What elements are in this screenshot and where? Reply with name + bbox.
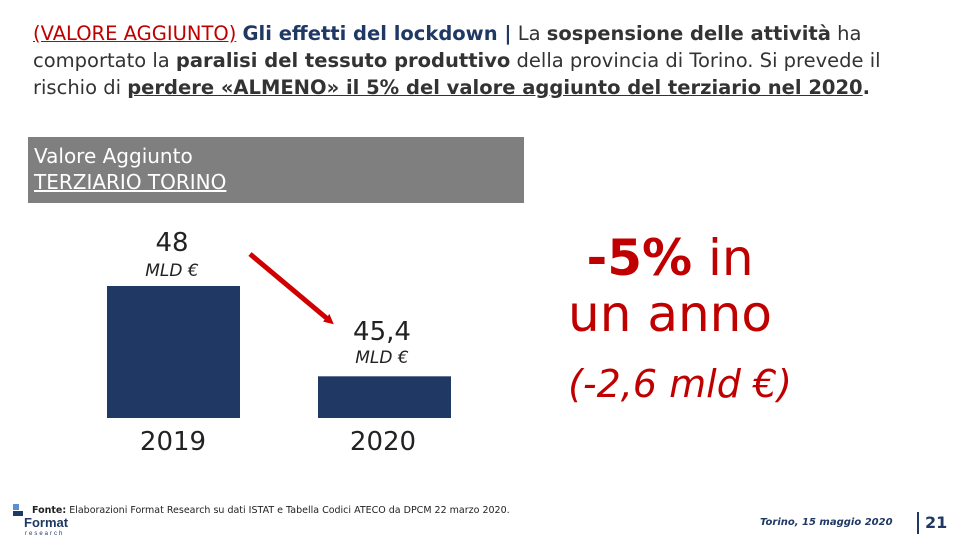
headline-tag: (VALORE AGGIUNTO)	[33, 22, 237, 45]
unit-label-2019: MLD €	[145, 261, 199, 281]
source-text: Elaborazioni Format Research su dati IST…	[66, 505, 510, 516]
headline: (VALORE AGGIUNTO) Gli effetti del lockdo…	[33, 20, 938, 101]
headline-topic: Gli effetti del lockdown |	[242, 22, 512, 45]
value-label-2020: 45,4	[353, 317, 411, 347]
headline-text-2: ha comportato la	[33, 22, 862, 72]
bar-2019	[107, 286, 240, 418]
format-research-logo: Format research	[13, 504, 69, 536]
box-line-1: Valore Aggiunto	[34, 144, 193, 168]
callout-line-2: un anno	[568, 285, 772, 343]
page-separator	[917, 512, 919, 534]
callout-subtext: (-2,6 mld €)	[568, 362, 792, 406]
callout-pct: -5%	[586, 229, 693, 287]
headline-text-1: La	[511, 22, 547, 45]
headline-bold-2: paralisi del tessuto produttivo	[175, 49, 511, 72]
headline-end: .	[862, 76, 871, 99]
value-label-2019: 48	[155, 228, 188, 258]
bar-2020	[318, 376, 451, 418]
source-note: Fonte: Elaborazioni Format Research su d…	[32, 505, 510, 516]
source-label: Fonte:	[32, 505, 67, 516]
decline-arrow	[248, 252, 334, 325]
page-number: 21	[925, 513, 948, 532]
headline-text-3: della provincia di Torino. Si prevede il…	[33, 49, 881, 99]
logo-wordmark: Format	[24, 515, 69, 530]
callout-in: in	[692, 229, 754, 287]
headline-underline: perdere «ALMENO» il 5% del valore aggiun…	[127, 76, 863, 99]
category-label-2019: 2019	[140, 427, 206, 457]
date-label: Torino, 15 maggio 2020	[760, 517, 893, 528]
box-line-2: TERZIARIO TORINO	[34, 170, 227, 194]
decline-callout: -5% in un anno	[530, 230, 810, 342]
category-label-2020: 2020	[350, 427, 416, 457]
value-added-box: Valore Aggiunto TERZIARIO TORINO	[28, 137, 524, 203]
logo-subtext: research	[25, 531, 64, 536]
headline-bold-1: sospensione delle attività	[546, 22, 831, 45]
unit-label-2020: MLD €	[355, 348, 409, 368]
